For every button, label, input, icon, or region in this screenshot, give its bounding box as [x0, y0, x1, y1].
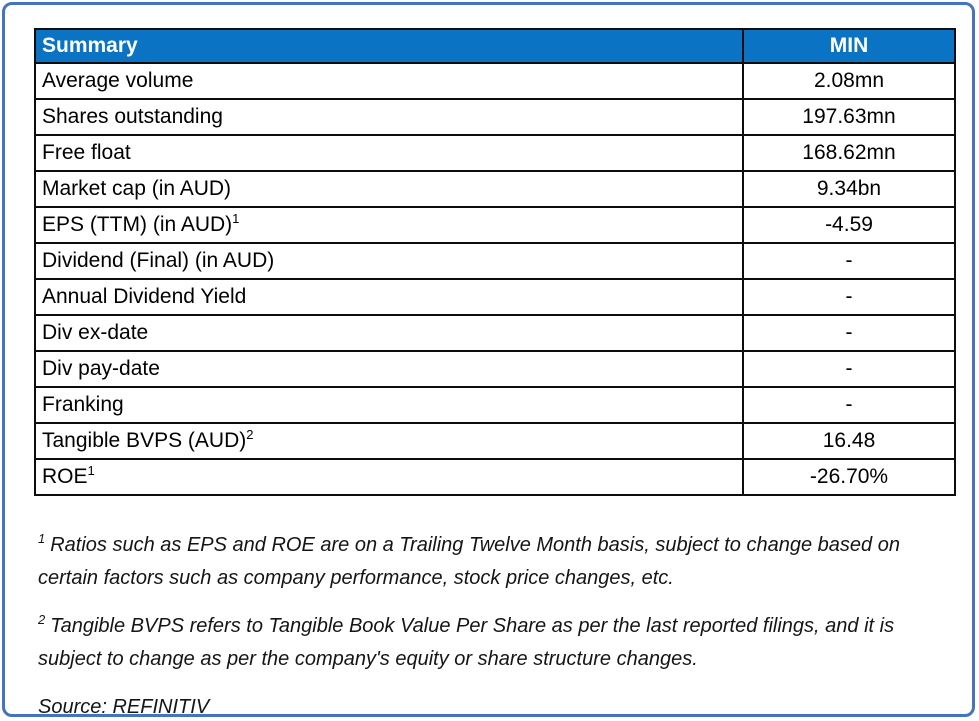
- row-label: Dividend (Final) (in AUD): [34, 242, 744, 280]
- footnote: 1 Ratios such as EPS and ROE are on a Tra…: [38, 529, 950, 595]
- row-label: Annual Dividend Yield: [34, 278, 744, 316]
- footnote-marker: 2: [246, 427, 254, 443]
- table-row: Div ex-date -: [34, 314, 956, 352]
- row-label-text: Franking: [42, 393, 124, 417]
- row-value: -: [742, 350, 956, 388]
- table-row: EPS (TTM) (in AUD)1 -4.59: [34, 206, 956, 244]
- table-row: Annual Dividend Yield -: [34, 278, 956, 316]
- row-label: Shares outstanding: [34, 98, 744, 136]
- table-row: Div pay-date -: [34, 350, 956, 388]
- row-value: 168.62mn: [742, 134, 956, 172]
- row-label: Tangible BVPS (AUD)2: [34, 422, 744, 460]
- row-value: 2.08mn: [742, 62, 956, 100]
- row-value: -: [742, 386, 956, 424]
- row-label-text: Div ex-date: [42, 321, 149, 345]
- table-row: ROE1 -26.70%: [34, 458, 956, 496]
- summary-table-body: Average volume 2.08mn Shares outstanding 19…: [34, 62, 956, 496]
- footnote-number: 1: [38, 531, 46, 547]
- footnotes-list: 1 Ratios such as EPS and ROE are on a Tra…: [38, 529, 950, 676]
- footnote-number: 2: [38, 612, 46, 628]
- min-header-cell: MIN: [742, 28, 956, 64]
- row-label-text: Div pay-date: [42, 357, 160, 381]
- row-label: Franking: [34, 386, 744, 424]
- table-row: Franking -: [34, 386, 956, 424]
- footnotes-section: 1 Ratios such as EPS and ROE are on a Tra…: [38, 529, 950, 719]
- row-label: Average volume: [34, 62, 744, 100]
- row-label-text: Tangible BVPS (AUD): [42, 429, 247, 453]
- table-row: Market cap (in AUD) 9.34bn: [34, 170, 956, 208]
- row-value: -26.70%: [742, 458, 956, 496]
- row-label: ROE1: [34, 458, 744, 496]
- row-label: Market cap (in AUD): [34, 170, 744, 208]
- row-label: Free float: [34, 134, 744, 172]
- table-header-row: Summary MIN: [34, 28, 956, 64]
- row-label-text: ROE: [42, 465, 88, 489]
- row-value: -: [742, 278, 956, 316]
- footnote: 2 Tangible BVPS refers to Tangible Book V…: [38, 610, 950, 676]
- row-label-text: Market cap (in AUD): [42, 177, 232, 201]
- footnote-text: Ratios such as EPS and ROE are on a Trai…: [38, 534, 900, 589]
- row-value: -4.59: [742, 206, 956, 244]
- summary-table: Summary MIN Average volume 2.08mn Shares o…: [34, 28, 956, 496]
- row-label-text: EPS (TTM) (in AUD): [42, 213, 233, 237]
- table-row: Average volume 2.08mn: [34, 62, 956, 100]
- row-label-text: Annual Dividend Yield: [42, 285, 247, 309]
- row-label: EPS (TTM) (in AUD)1: [34, 206, 744, 244]
- row-label-text: Dividend (Final) (in AUD): [42, 249, 275, 273]
- table-row: Shares outstanding 197.63mn: [34, 98, 956, 136]
- table-row: Free float 168.62mn: [34, 134, 956, 172]
- table-row: Dividend (Final) (in AUD) -: [34, 242, 956, 280]
- row-label: Div ex-date: [34, 314, 744, 352]
- table-row: Tangible BVPS (AUD)2 16.48: [34, 422, 956, 460]
- row-label-text: Shares outstanding: [42, 105, 223, 129]
- row-value: -: [742, 242, 956, 280]
- row-label-text: Free float: [42, 141, 131, 165]
- row-value: -: [742, 314, 956, 352]
- footnote-marker: 1: [87, 463, 95, 479]
- row-value: 16.48: [742, 422, 956, 460]
- source-line: Source: REFINITIV: [38, 696, 210, 718]
- row-value: 197.63mn: [742, 98, 956, 136]
- summary-header-cell: Summary: [34, 28, 744, 64]
- row-value: 9.34bn: [742, 170, 956, 208]
- footnote-text: Tangible BVPS refers to Tangible Book Va…: [38, 615, 895, 670]
- footnote-marker: 1: [232, 211, 240, 227]
- row-label-text: Average volume: [42, 69, 194, 93]
- row-label: Div pay-date: [34, 350, 744, 388]
